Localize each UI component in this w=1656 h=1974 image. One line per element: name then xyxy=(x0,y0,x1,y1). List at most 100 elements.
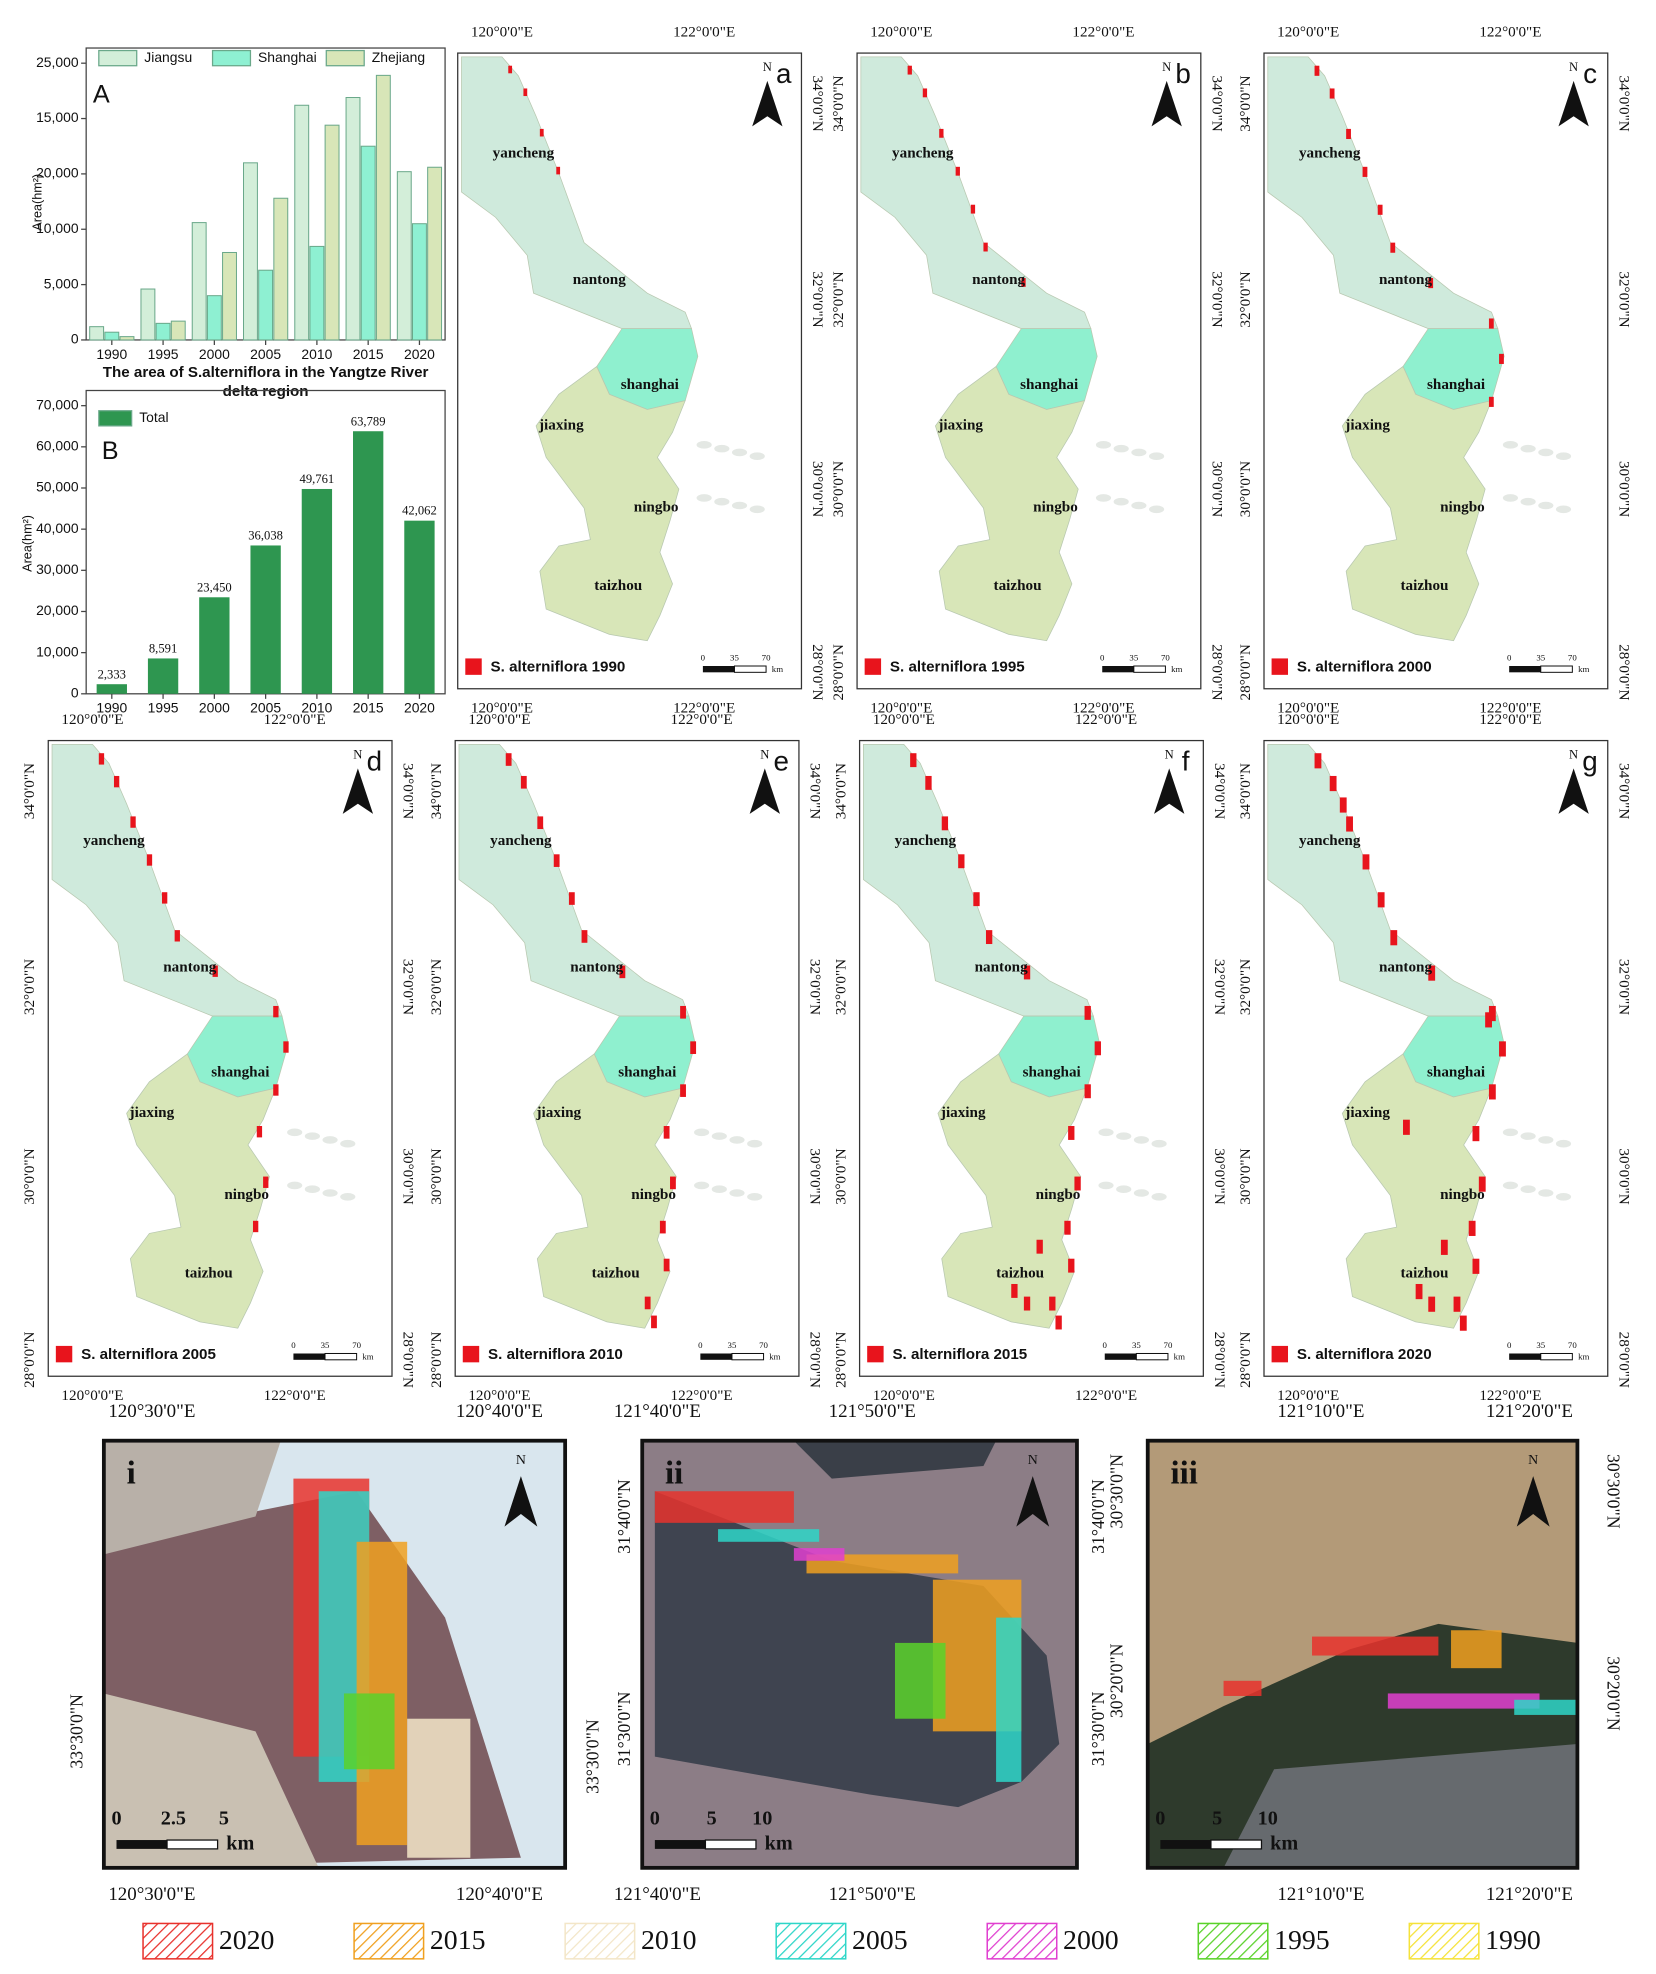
s-alterniflora-patch xyxy=(1023,965,1031,980)
terrain xyxy=(103,1440,281,1555)
legend-label: 2000 xyxy=(1063,1925,1119,1956)
scale-unit: km xyxy=(1174,1351,1185,1361)
lat-label: 32°0'0"N xyxy=(1237,271,1254,327)
s-alterniflora-patch xyxy=(1468,1220,1476,1236)
x-tick-label: 2005 xyxy=(250,700,281,716)
data-label: 36,038 xyxy=(248,529,283,543)
s-alterniflora-patch xyxy=(273,1084,279,1096)
north-arrow xyxy=(752,80,783,127)
north-label: N xyxy=(1569,60,1578,74)
island xyxy=(1520,444,1536,453)
north-label: N xyxy=(760,748,769,762)
map-panel: yancheng nantong shanghai jiaxing ningbo taiz… xyxy=(457,23,826,716)
bar xyxy=(155,322,171,341)
legend-swatch xyxy=(564,1922,636,1960)
city-label: nantong xyxy=(570,959,623,976)
panel-label: c xyxy=(1583,58,1597,89)
island xyxy=(1555,1139,1572,1148)
scale-bar-dark xyxy=(116,1840,168,1849)
s-alterniflora-patch xyxy=(1428,1296,1436,1312)
s-alterniflora-patch xyxy=(1329,88,1335,99)
year-patch xyxy=(654,1491,794,1523)
scale-bar-dark xyxy=(1509,1353,1541,1360)
north-label: N xyxy=(516,1453,526,1468)
lon-label: 122°0'0"E xyxy=(1075,711,1137,728)
x-tick-label: 2010 xyxy=(301,346,332,362)
lat-label: 34°0'0"N xyxy=(1615,763,1632,819)
island xyxy=(1502,441,1519,449)
s-alterniflora-patch xyxy=(663,1258,670,1272)
legend-label: 1990 xyxy=(1485,1925,1541,1956)
bar xyxy=(309,245,325,341)
panel-label: f xyxy=(1182,746,1190,777)
data-label: 2,333 xyxy=(98,667,126,681)
lat-label: 34°0'0"N xyxy=(1615,76,1632,132)
s-alterniflora-patch xyxy=(663,1126,670,1139)
panel-label: e xyxy=(774,746,789,777)
lat-label: 28°0'0"N xyxy=(1615,1332,1632,1388)
scale-bar-light xyxy=(704,1839,757,1850)
island xyxy=(1538,448,1554,457)
year-patch xyxy=(996,1617,1022,1782)
s-alterniflora-patch xyxy=(907,65,912,75)
lat-label: 32°0'0"N xyxy=(807,959,824,1015)
s-alterniflora-patch xyxy=(690,1041,697,1054)
scale-label: 35 xyxy=(1132,1340,1141,1350)
legend-swatch xyxy=(98,410,133,427)
terrain xyxy=(1223,1743,1578,1868)
detail-frame xyxy=(640,1438,1079,1870)
bar xyxy=(199,597,230,694)
city-label: nantong xyxy=(1379,959,1432,976)
scale-label: 0 xyxy=(1100,652,1105,662)
y-tick-label: 10,000 xyxy=(36,643,79,659)
lat-label: 31°40'0"N xyxy=(614,1479,634,1554)
city-label: nantong xyxy=(1379,271,1432,288)
y-tick-label: 0 xyxy=(71,331,79,347)
map-legend: S. alterniflora 1995 xyxy=(890,658,1025,675)
s-alterniflora-patch xyxy=(113,775,120,788)
s-alterniflora-patch xyxy=(910,753,917,768)
zhejiang-region xyxy=(535,365,686,642)
s-alterniflora-patch xyxy=(553,854,560,867)
bar xyxy=(353,431,384,694)
island xyxy=(1113,497,1129,506)
lon-label: 121°10'0"E xyxy=(1277,1884,1364,1905)
lat-label: 28°0'0"N xyxy=(1237,644,1254,700)
lon-label: 122°0'0"E xyxy=(1072,699,1134,716)
s-alterniflora-patch xyxy=(1390,930,1398,946)
scale-label: 35 xyxy=(1536,1340,1545,1350)
bar xyxy=(273,197,289,341)
island xyxy=(1095,494,1112,502)
city-label: shanghai xyxy=(618,1063,676,1080)
city-label: jiaxing xyxy=(937,416,983,433)
scale-bar-light xyxy=(1210,1839,1263,1850)
bar xyxy=(427,166,443,341)
s-alterniflora-patch xyxy=(1488,318,1494,329)
lat-label: 32°0'0"N xyxy=(1211,959,1228,1015)
city-label: ningbo xyxy=(1440,1186,1485,1203)
x-tick-label: 2020 xyxy=(404,700,435,716)
lat-label: 30°0'0"N xyxy=(1211,1148,1228,1204)
y-tick-label: 40,000 xyxy=(36,520,79,536)
map-legend: S. alterniflora 2010 xyxy=(488,1346,623,1363)
legend-label: Zhejiang xyxy=(372,49,425,65)
scale-label: 70 xyxy=(1164,1340,1173,1350)
lon-label: 120°0'0"E xyxy=(1277,23,1339,40)
island xyxy=(1116,1132,1132,1140)
island xyxy=(747,1139,763,1148)
y-tick-label: 25,000 xyxy=(36,54,79,70)
island xyxy=(747,1192,763,1201)
s-alterniflora-patch xyxy=(130,816,136,828)
panel-label: A xyxy=(93,81,110,109)
panel-label: d xyxy=(367,746,382,777)
s-alterniflora-patch xyxy=(568,892,575,905)
island xyxy=(696,441,712,449)
s-alterniflora-patch xyxy=(174,930,180,942)
lat-label: 28°0'0"N xyxy=(830,644,847,700)
s-alterniflora-patch xyxy=(1488,1005,1496,1022)
y-tick-label: 50,000 xyxy=(36,479,79,495)
north-label: N xyxy=(1165,748,1174,762)
s-alterniflora-patch xyxy=(581,930,588,943)
lat-label: 28°0'0"N xyxy=(21,1332,38,1388)
